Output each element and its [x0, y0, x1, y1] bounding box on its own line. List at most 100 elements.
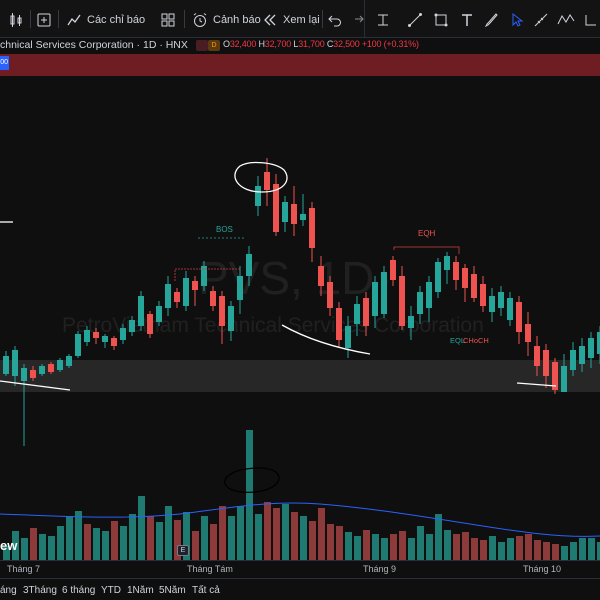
- compare-icon[interactable]: [36, 9, 52, 31]
- candle-body: [300, 214, 306, 220]
- layout-grid-icon[interactable]: [160, 9, 176, 31]
- sweep-curve: [281, 324, 371, 355]
- candle-body: [183, 278, 189, 306]
- replay-button[interactable]: Xem lại: [262, 9, 320, 31]
- rectangle-icon[interactable]: [433, 9, 449, 31]
- volume-bar: [102, 531, 109, 560]
- range-button[interactable]: 1Năm: [127, 585, 154, 596]
- volume-bar: [588, 538, 595, 560]
- volume-bar: [165, 506, 172, 560]
- candle-body: [165, 284, 171, 308]
- high-label: H: [258, 39, 265, 49]
- candle-body: [570, 350, 576, 370]
- candle-body: [237, 276, 243, 300]
- volume-bar: [255, 514, 262, 560]
- candle-body: [57, 360, 63, 370]
- volume-bar: [174, 520, 181, 560]
- ohlc-values: O32,400 H32,700 L31,700 C32,500 +100 (+0…: [223, 39, 419, 49]
- candle-body: [102, 336, 108, 342]
- volume-bar: [120, 526, 127, 560]
- volume-ma-line: [0, 502, 600, 537]
- trend-line-icon[interactable]: [407, 9, 423, 31]
- high-value: 32,700: [264, 39, 292, 49]
- volume-bar: [327, 524, 334, 560]
- cursor-arrow-icon[interactable]: [509, 9, 525, 31]
- brush-icon[interactable]: [483, 9, 499, 31]
- event-badge[interactable]: E: [177, 545, 189, 556]
- range-button[interactable]: 5Năm: [159, 585, 186, 596]
- candle-body: [435, 262, 441, 292]
- range-button[interactable]: YTD: [101, 585, 121, 596]
- range-button[interactable]: áng: [0, 585, 17, 596]
- candle-body: [543, 350, 549, 376]
- candle-body: [372, 282, 378, 316]
- alerts-button[interactable]: Cảnh báo: [192, 9, 261, 31]
- candle-body: [489, 296, 495, 312]
- top-toolbar: Các chỉ báo Cảnh báo Xem lại: [0, 0, 600, 38]
- volume-bar: [462, 532, 469, 560]
- volume-bar: [12, 531, 19, 560]
- candles-icon[interactable]: [8, 9, 24, 31]
- eqh-label: EQH: [418, 229, 436, 238]
- candle-body: [327, 282, 333, 308]
- indicators-button[interactable]: Các chỉ báo: [66, 9, 145, 31]
- candle-body: [129, 320, 135, 332]
- delay-badge: D: [208, 40, 220, 51]
- candle-body: [174, 292, 180, 302]
- symbol-title[interactable]: chnical Services Corporation · 1D · HNX: [0, 39, 188, 51]
- eqh-line: [393, 246, 460, 254]
- volume-bar: [282, 504, 289, 560]
- candle-body: [228, 306, 234, 331]
- volume-bar: [345, 532, 352, 560]
- open-value: 32,400: [229, 39, 257, 49]
- volume-bar: [363, 530, 370, 560]
- candle-body: [399, 276, 405, 326]
- pattern-icon[interactable]: [557, 9, 575, 31]
- candle-body: [336, 308, 342, 340]
- text-cursor-icon[interactable]: [375, 9, 391, 31]
- volume-bar: [417, 526, 424, 560]
- volume-bar: [426, 534, 433, 560]
- range-button[interactable]: Tất cả: [192, 585, 220, 596]
- volume-bar: [39, 534, 46, 560]
- volume-bar: [390, 534, 397, 560]
- range-button[interactable]: 6 tháng: [62, 585, 96, 596]
- time-axis[interactable]: Tháng 7 Tháng Tám Tháng 9 Tháng 10: [0, 560, 600, 578]
- candle-body: [579, 346, 585, 364]
- candle-body: [156, 306, 162, 322]
- candle-body: [39, 366, 45, 374]
- redo-icon[interactable]: [350, 9, 364, 31]
- candle-body: [444, 256, 450, 270]
- candle-body: [120, 328, 126, 340]
- volume-bar: [147, 516, 154, 560]
- volume-bar: [300, 516, 307, 560]
- undo-icon[interactable]: [328, 9, 342, 31]
- volume-bar: [336, 526, 343, 560]
- volume-bar: [570, 542, 577, 560]
- text-tool-icon[interactable]: [459, 9, 475, 31]
- x-tick-label: Tháng Tám: [187, 564, 233, 574]
- price-chart[interactable]: PVS, 1D PetroVietnam Technical Services …: [0, 76, 600, 560]
- volume-bar: [309, 521, 316, 560]
- candle-body: [201, 266, 207, 286]
- candle-body: [408, 316, 414, 328]
- volume-bar: [273, 508, 280, 560]
- candle-body: [318, 266, 324, 286]
- measure-icon[interactable]: [583, 9, 599, 31]
- volume-bar: [291, 512, 298, 560]
- volume-bar: [237, 506, 244, 560]
- candle-body: [453, 262, 459, 280]
- candle-body: [381, 272, 387, 314]
- volume-bar: [480, 540, 487, 560]
- range-button[interactable]: 3Tháng: [23, 585, 57, 596]
- volume-bar: [201, 516, 208, 560]
- watermark-ticker: PVS, 1D: [198, 252, 374, 304]
- watermark-company: PetroVietnam Technical Services Corporat…: [62, 314, 484, 337]
- ruler-icon[interactable]: [533, 9, 549, 31]
- volume-bar: [381, 538, 388, 560]
- candle-body: [597, 332, 600, 354]
- drawings-layer: [0, 161, 557, 493]
- candle-body: [345, 326, 351, 348]
- candle-body: [291, 204, 297, 224]
- volume-bar: [444, 530, 451, 560]
